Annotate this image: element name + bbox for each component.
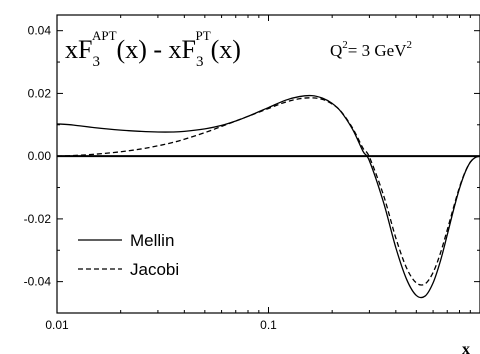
y-tick-label: -0.04 [24,275,52,289]
x-axis-label: x [462,341,470,354]
y-axis-ticks: 0.04 0.02 0.00 -0.02 -0.04 [24,24,480,314]
series-line-jacobi [56,97,480,286]
series-line-mellin [56,94,480,299]
legend-label-mellin: Mellin [130,231,174,250]
x-tick-label: 0.01 [45,318,69,332]
y-tick-label: 0.02 [28,86,52,100]
y-tick-label: -0.02 [24,212,52,226]
chart-title: xF3APT(x) - xF3PT(x) [65,28,241,70]
legend-label-jacobi: Jacobi [130,260,179,279]
y-tick-label: 0.00 [28,149,52,163]
x-tick-label: 0.1 [260,318,277,332]
legend: Mellin Jacobi [78,231,179,279]
y-tick-label: 0.04 [28,24,52,38]
q-squared-annotation: Q2= 3 GeV2 [330,39,412,60]
x-axis-ticks: 0.01 0.1 [45,15,471,332]
series-layer [56,94,480,299]
